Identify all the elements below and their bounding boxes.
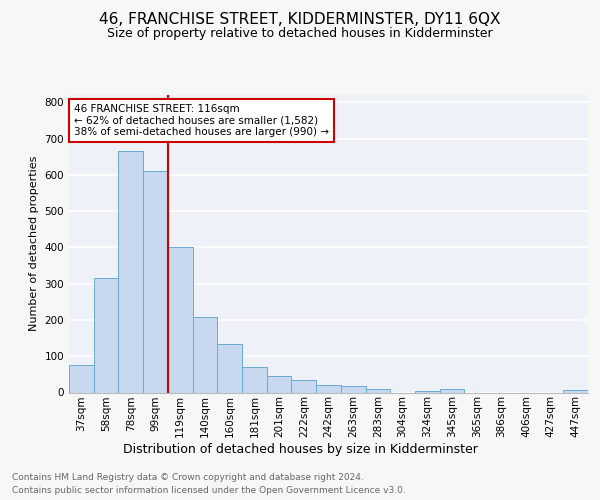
Text: Distribution of detached houses by size in Kidderminster: Distribution of detached houses by size …	[122, 442, 478, 456]
Bar	[341, 386, 365, 392]
Bar	[267, 376, 292, 392]
Bar	[440, 389, 464, 392]
Bar	[316, 385, 341, 392]
Bar	[143, 171, 168, 392]
Bar	[365, 389, 390, 392]
Bar	[193, 318, 217, 392]
Text: Contains HM Land Registry data © Crown copyright and database right 2024.: Contains HM Land Registry data © Crown c…	[12, 472, 364, 482]
Bar	[292, 380, 316, 392]
Text: Size of property relative to detached houses in Kidderminster: Size of property relative to detached ho…	[107, 28, 493, 40]
Text: Contains public sector information licensed under the Open Government Licence v3: Contains public sector information licen…	[12, 486, 406, 495]
Bar	[168, 248, 193, 392]
Bar	[69, 366, 94, 392]
Bar	[217, 344, 242, 392]
Text: 46 FRANCHISE STREET: 116sqm
← 62% of detached houses are smaller (1,582)
38% of : 46 FRANCHISE STREET: 116sqm ← 62% of det…	[74, 104, 329, 137]
Bar	[94, 278, 118, 392]
Bar	[415, 390, 440, 392]
Bar	[563, 390, 588, 392]
Text: 46, FRANCHISE STREET, KIDDERMINSTER, DY11 6QX: 46, FRANCHISE STREET, KIDDERMINSTER, DY1…	[99, 12, 501, 28]
Bar	[118, 151, 143, 392]
Bar	[242, 367, 267, 392]
Y-axis label: Number of detached properties: Number of detached properties	[29, 156, 39, 332]
